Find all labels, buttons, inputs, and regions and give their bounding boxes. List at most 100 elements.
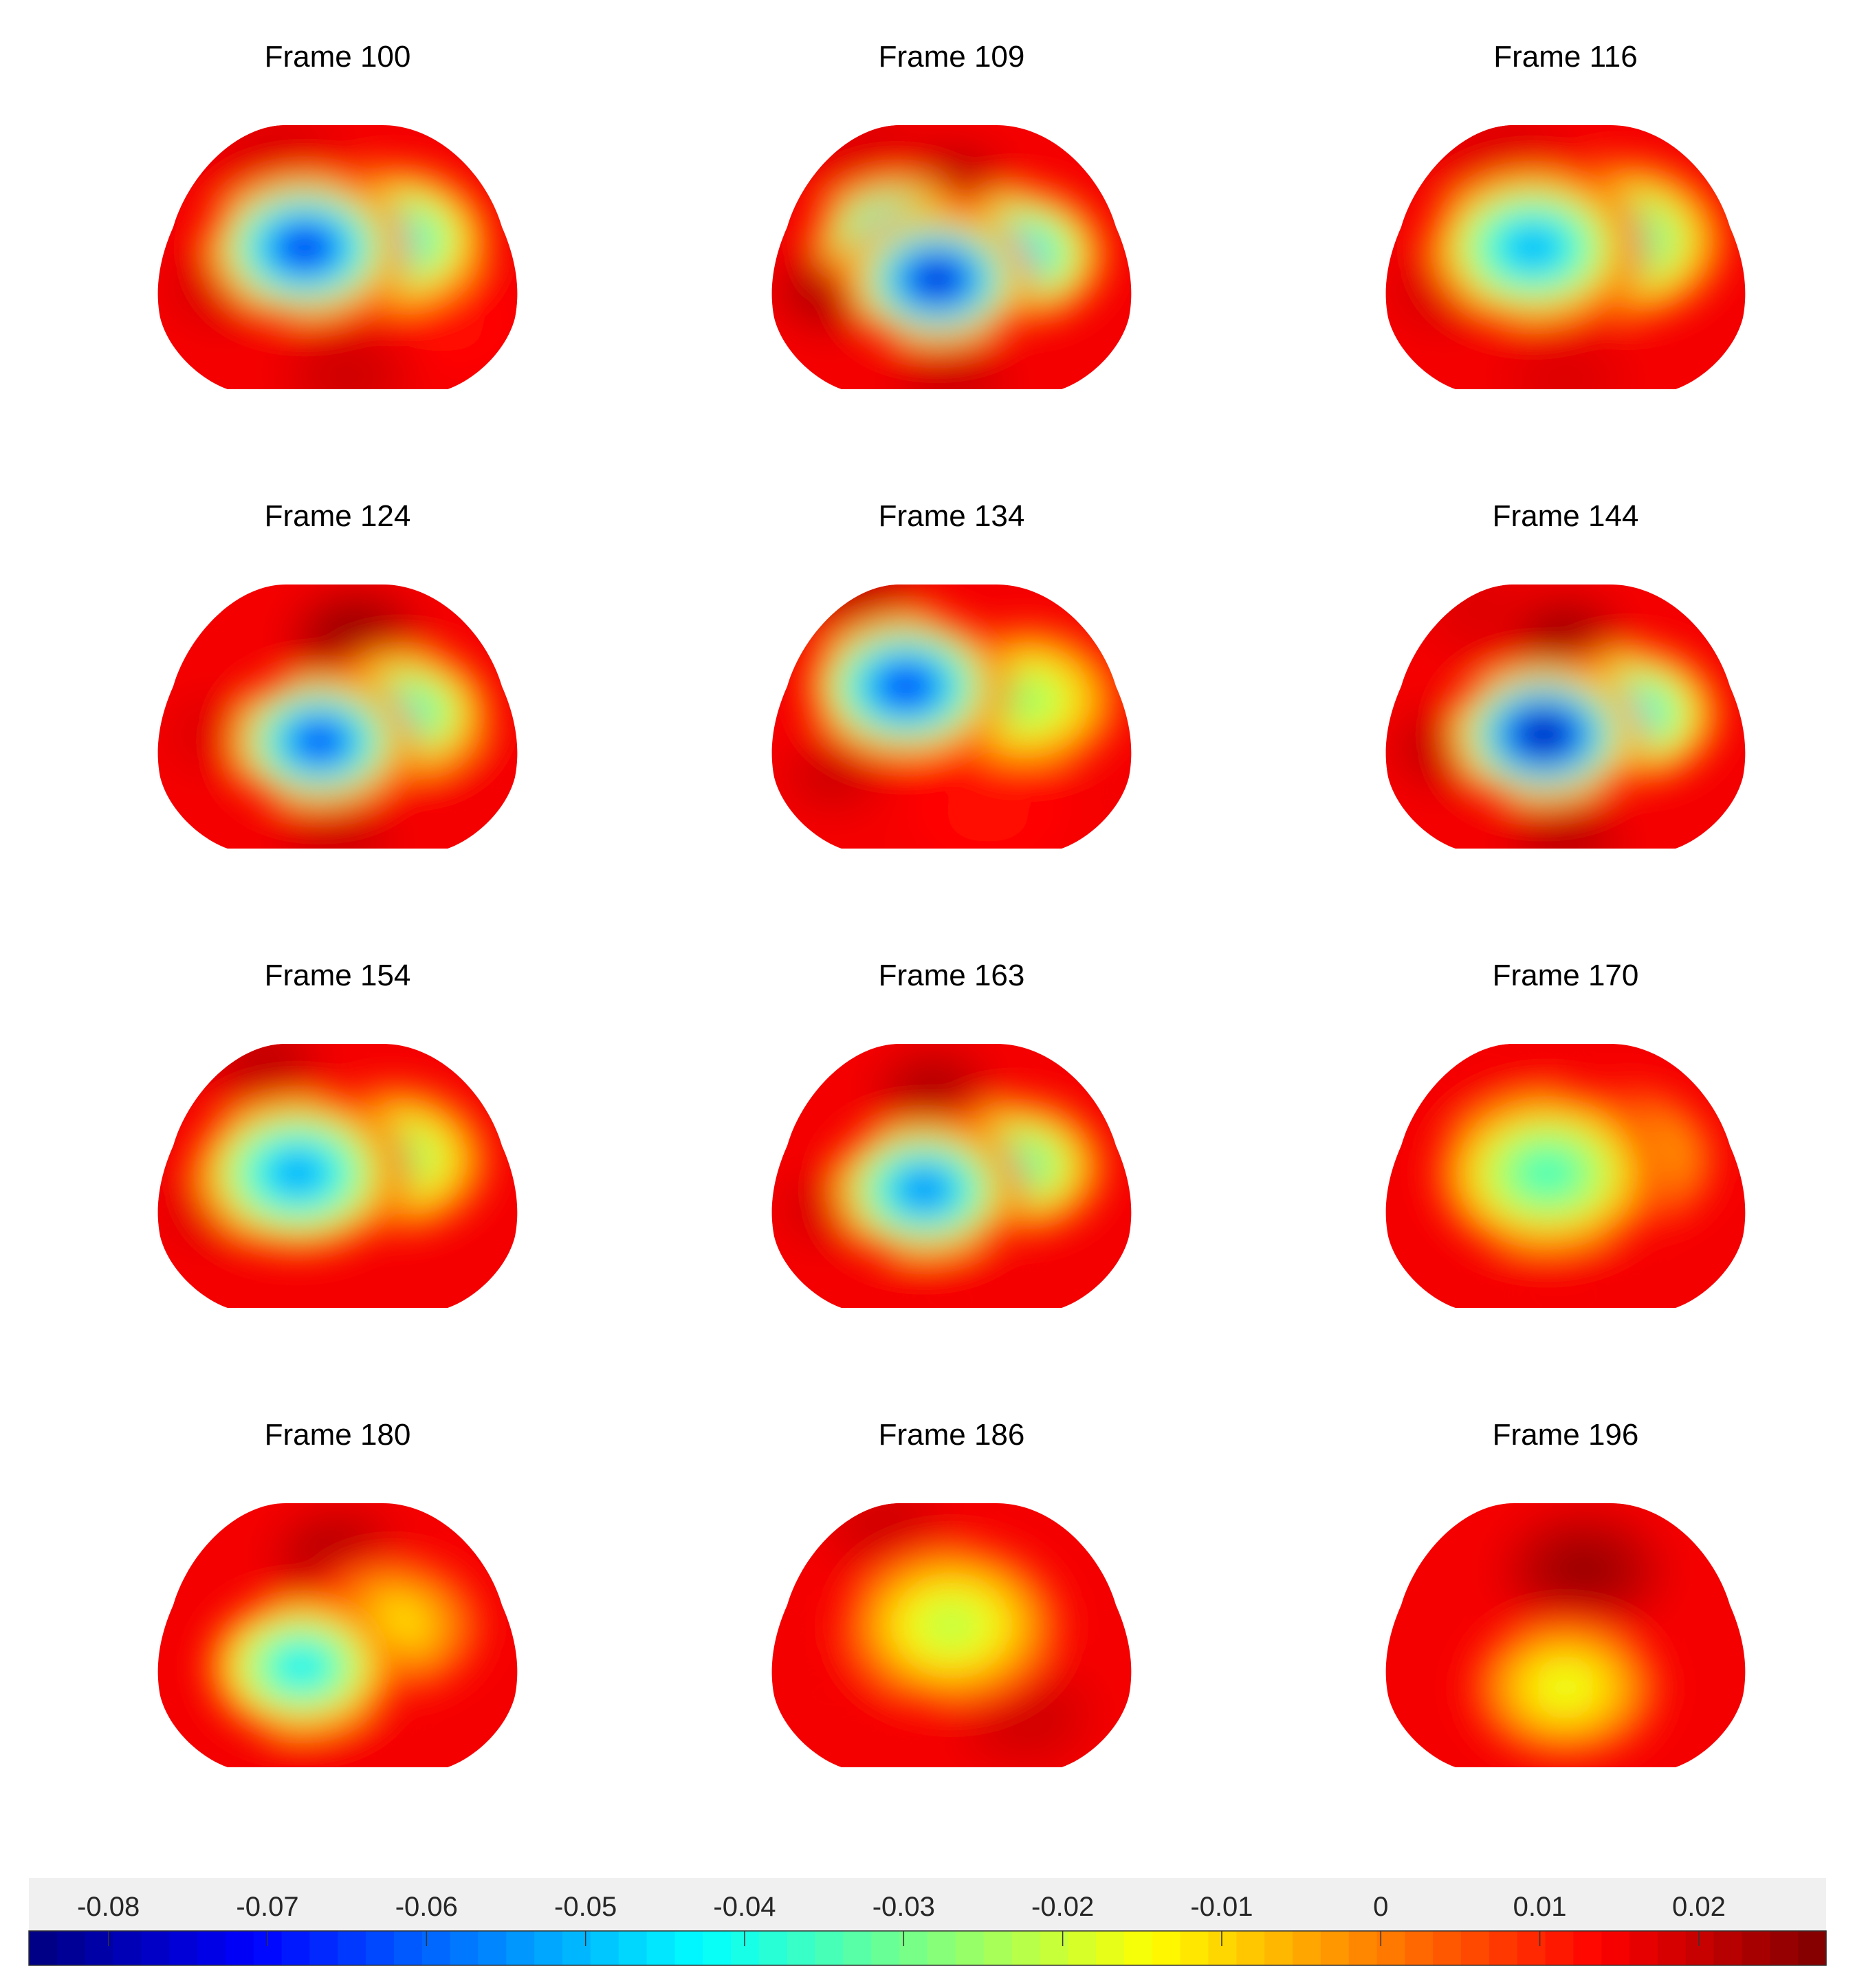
colorbar-segment bbox=[1096, 1931, 1125, 1965]
heatmap-contour bbox=[1570, 1560, 1598, 1582]
colorbar-segment bbox=[1040, 1931, 1068, 1965]
colorbar-tick-label: -0.06 bbox=[395, 1892, 458, 1922]
colorbar-segment bbox=[618, 1931, 648, 1965]
heatmap-contour bbox=[327, 1751, 348, 1767]
heatmap-contour bbox=[941, 373, 962, 389]
heatmap-contour bbox=[934, 1613, 969, 1639]
colorbar-segment bbox=[1433, 1931, 1462, 1965]
colorbar-segment bbox=[393, 1931, 423, 1965]
panel-title: Frame 109 bbox=[879, 40, 1025, 74]
colorbar-segment bbox=[478, 1931, 507, 1965]
colorbar-tick-band bbox=[29, 1878, 1826, 1931]
heatmap-panel: Frame 154 bbox=[157, 959, 518, 1308]
colorbar-segment bbox=[534, 1931, 563, 1965]
colorbar-segment bbox=[1713, 1931, 1743, 1965]
colorbar-tick-label: -0.01 bbox=[1190, 1892, 1253, 1922]
heatmap-contour bbox=[1529, 723, 1559, 745]
panel-title: Frame 170 bbox=[1493, 959, 1639, 992]
colorbar-segment bbox=[758, 1931, 788, 1965]
colorbar-tick-label: -0.04 bbox=[713, 1892, 776, 1922]
torso-heatmap bbox=[771, 585, 1132, 849]
torso-heatmap bbox=[771, 1044, 1132, 1308]
colorbar-segment bbox=[1011, 1931, 1040, 1965]
colorbar-tick-label: -0.03 bbox=[872, 1892, 935, 1922]
panel-grid: Frame 100 Frame 109 Frame 116 Frame 124 Fram… bbox=[157, 40, 1746, 1767]
colorbar-segment bbox=[225, 1931, 254, 1965]
colorbar-segment bbox=[1657, 1931, 1687, 1965]
torso-heatmap bbox=[157, 585, 518, 849]
panel-title: Frame 180 bbox=[265, 1418, 411, 1452]
heatmap-contour bbox=[891, 675, 921, 698]
colorbar-segment bbox=[1629, 1931, 1658, 1965]
heatmap-contour bbox=[858, 142, 881, 160]
colorbar-segment bbox=[983, 1931, 1013, 1965]
colorbar-tick-label: -0.07 bbox=[236, 1892, 298, 1922]
torso-heatmap bbox=[157, 1044, 518, 1308]
heatmap-contour bbox=[1554, 369, 1577, 387]
heatmap-contour bbox=[923, 268, 951, 290]
colorbar-segment bbox=[1489, 1931, 1518, 1965]
torso-heatmap bbox=[1385, 585, 1746, 849]
panel-title: Frame 144 bbox=[1493, 499, 1639, 533]
heatmap-contour bbox=[822, 1686, 844, 1703]
colorbar-tick-label: 0.02 bbox=[1672, 1892, 1726, 1922]
panel-title: Frame 124 bbox=[265, 499, 411, 533]
heatmap-contour bbox=[281, 1161, 314, 1186]
heatmap-panel: Frame 124 bbox=[157, 499, 518, 849]
colorbar-segment bbox=[1685, 1931, 1715, 1965]
colorbar-segment bbox=[1236, 1931, 1265, 1965]
colorbar-tick-label: -0.02 bbox=[1031, 1892, 1094, 1922]
heatmap-contour bbox=[1555, 832, 1576, 849]
heatmap-contour bbox=[434, 314, 460, 333]
heatmap-contour bbox=[923, 1082, 944, 1099]
torso-heatmap bbox=[771, 1503, 1132, 1767]
colorbar-segment bbox=[1068, 1931, 1097, 1965]
torso-heatmap bbox=[1385, 125, 1746, 389]
colorbar-segment bbox=[1601, 1931, 1630, 1965]
colorbar-segment bbox=[338, 1931, 366, 1965]
heatmap-contour bbox=[1530, 1160, 1565, 1186]
heatmap-panel: Frame 163 bbox=[771, 959, 1132, 1308]
heatmap-contour bbox=[1554, 1288, 1577, 1306]
colorbar-segment bbox=[1292, 1931, 1321, 1965]
colorbar-segment bbox=[1264, 1931, 1293, 1965]
colorbar-segment bbox=[731, 1931, 760, 1965]
colorbar-segment bbox=[506, 1931, 535, 1965]
colorbar-segment bbox=[29, 1931, 58, 1965]
heatmap-panel: Frame 144 bbox=[1385, 499, 1746, 849]
colorbar-tick-label: 0.01 bbox=[1513, 1892, 1567, 1922]
colorbar-segment bbox=[1208, 1931, 1237, 1965]
torso-heatmap bbox=[1385, 1503, 1746, 1767]
heatmap-contour bbox=[941, 1291, 962, 1308]
heatmap-contour bbox=[327, 832, 348, 849]
colorbar-segment bbox=[113, 1931, 142, 1965]
colorbar-segment bbox=[899, 1931, 928, 1965]
colorbar-segment bbox=[703, 1931, 732, 1965]
colorbar-segment bbox=[1742, 1931, 1770, 1965]
colorbar-segments bbox=[28, 1930, 1827, 1966]
heatmap-panel: Frame 109 bbox=[771, 40, 1132, 389]
heatmap-contour bbox=[910, 1179, 939, 1201]
heatmap-contour bbox=[1555, 630, 1576, 646]
colorbar-segment bbox=[562, 1931, 591, 1965]
colorbar-segment bbox=[674, 1931, 703, 1965]
colorbar-segment bbox=[871, 1931, 900, 1965]
colorbar-segment bbox=[197, 1931, 226, 1965]
colorbar-tick-label: -0.05 bbox=[554, 1892, 617, 1922]
colorbar: -0.08 -0.07 -0.06 -0.05 -0.04 -0.03 -0.02 -0.01… bbox=[28, 1878, 1827, 1966]
heatmap-contour bbox=[344, 629, 368, 647]
colorbar-segment bbox=[1545, 1931, 1574, 1965]
heatmap-contour bbox=[261, 142, 287, 161]
colorbar-segment bbox=[928, 1931, 956, 1965]
colorbar-segment bbox=[1517, 1931, 1546, 1965]
colorbar-segment bbox=[141, 1931, 170, 1965]
colorbar-tick-label: 0 bbox=[1373, 1892, 1388, 1922]
panel-title: Frame 154 bbox=[265, 959, 411, 992]
colorbar-segment bbox=[56, 1931, 86, 1965]
colorbar-ticks: -0.08 -0.07 -0.06 -0.05 -0.04 -0.03 -0.02 -0.01… bbox=[77, 1892, 1726, 1946]
colorbar-segment bbox=[366, 1931, 395, 1965]
colorbar-segment bbox=[169, 1931, 198, 1965]
colorbar-segment bbox=[1405, 1931, 1434, 1965]
heatmap-contour bbox=[1516, 235, 1549, 260]
colorbar-segment bbox=[1180, 1931, 1209, 1965]
